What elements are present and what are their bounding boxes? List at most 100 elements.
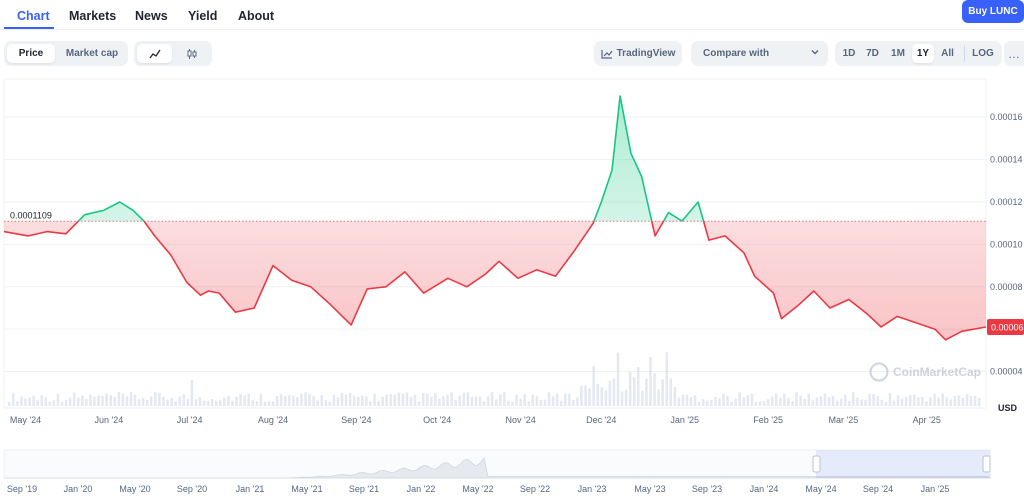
volume-bar [564,393,567,406]
data-point [101,208,106,213]
volume-bar [178,396,181,406]
volume-bar [263,401,267,406]
volume-bar [470,397,474,406]
volume-bar [584,385,587,406]
data-point [289,278,294,283]
volume-bar [44,397,47,406]
volume-bar [381,396,384,406]
x-tick-label: Jul '24 [177,415,203,425]
volume-bar [896,395,900,406]
volume-bar [754,402,758,406]
navigator-series [4,457,992,479]
price-chart[interactable]: 0.00004 0.00006 0.00008 0.00010 0.00012 0.000… [0,75,1024,440]
line-view-button[interactable] [137,44,172,63]
range-1m[interactable]: 1M [891,48,905,59]
tab-chart[interactable]: Chart [17,9,50,23]
volume-bar [426,393,429,406]
volume-bar [872,394,875,406]
more-options-button[interactable]: … [1004,41,1024,66]
volume-bar [85,398,88,406]
volume-bar [397,392,401,406]
volume-bar [633,377,636,406]
range-7d[interactable]: 7D [866,48,879,59]
volume-bar [206,400,210,406]
volume-bar [917,397,920,406]
volume-bar [377,400,380,406]
tab-yield[interactable]: Yield [188,9,218,23]
volume-bar [673,387,677,406]
volume-bar [28,397,31,406]
volume-bar [182,394,185,406]
volume-bar [438,398,441,406]
volume-bar [726,395,729,406]
area-above-reference [78,96,704,222]
data-point [141,219,146,224]
volume-bar [255,401,259,406]
volume-bar [714,397,717,406]
volume-bar [775,393,778,406]
data-point [384,284,389,289]
x-tick-label: May '24 [10,415,41,425]
x-tick-label: Sep '24 [341,415,371,425]
volume-bar [559,400,563,406]
market-cap-option[interactable]: Market cap [65,48,119,59]
volume-bar [766,399,770,406]
range-all[interactable]: All [941,48,954,59]
tab-about[interactable]: About [238,9,275,23]
data-point [217,291,222,296]
range-1d[interactable]: 1D [842,48,856,59]
volume-bar [783,393,786,406]
volume-bar [113,397,116,406]
range-navigator[interactable]: Sep '19 Jan '20 May '20 Sep '20 Jan '21 May '… [0,446,1024,501]
data-point [959,329,964,334]
volume-bar [637,367,640,406]
y-tick-label: 0.00010 [990,239,1023,249]
volume-bar [588,388,591,406]
volume-bar [799,395,802,406]
tab-markets[interactable]: Markets [69,9,117,23]
data-point [464,284,469,289]
y-unit-label: USD [998,403,1018,413]
view-toggle [134,41,212,66]
volume-bar [320,395,323,406]
navigator-x-label: Jan '20 [64,484,93,494]
log-toggle[interactable]: LOG [972,48,994,59]
chevron-down-icon [811,50,819,55]
data-point [421,291,426,296]
volume-bar [693,395,697,406]
volume-bar [422,392,425,406]
tab-news[interactable]: News [135,9,168,23]
volume-bar [620,391,624,406]
volume-bar [458,395,461,406]
volume-bar [36,400,39,406]
candle-view-button[interactable] [174,44,209,63]
data-point [706,238,711,243]
buy-button[interactable]: Buy LUNC [962,0,1024,23]
data-point [483,272,488,277]
x-tick-label: Dec '24 [586,415,616,425]
volume-bar [572,400,575,406]
volume-bar [507,400,510,406]
volume-bar [616,352,620,406]
price-option[interactable]: Price [7,44,55,63]
data-point [271,263,276,268]
tradingview-button[interactable]: TradingView [594,41,682,66]
volume-bar [653,373,656,406]
volume-bar [353,395,356,406]
volume-bar [921,397,924,406]
volume-bar [965,394,969,406]
tradingview-icon [601,49,613,59]
range-1y[interactable]: 1Y [912,44,934,63]
data-point [131,208,136,213]
compare-select[interactable]: Compare with [691,41,828,66]
volume-bar [474,396,478,406]
volume-bar [12,392,15,406]
volume-bar [977,398,981,406]
volume-bar [499,394,502,406]
volume-bar [162,396,165,406]
volume-bar [198,396,202,406]
volume-bar [710,400,713,406]
data-point [618,94,623,99]
volume-bar [190,380,194,406]
data-point [198,293,203,298]
